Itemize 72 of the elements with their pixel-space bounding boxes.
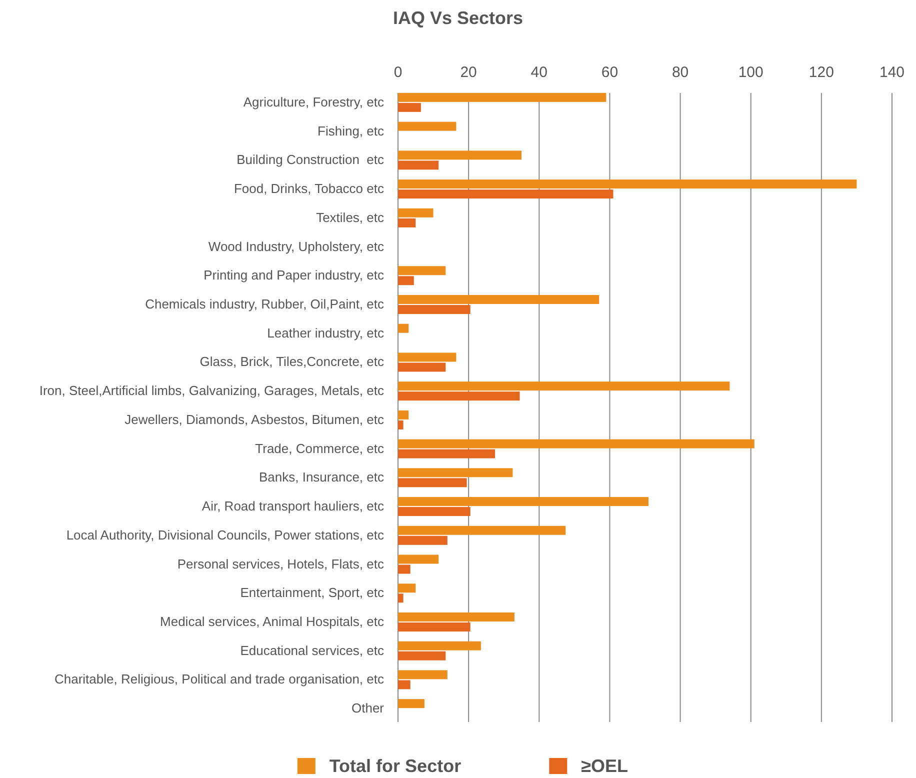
y-tick-label: Charitable, Religious, Political and trade organisation, etc [54,672,384,687]
y-tick-label: Wood Industry, Upholstery, etc [208,238,384,254]
bar [398,92,606,102]
y-tick-label: Building Construction etc [236,152,384,168]
bar [398,122,456,131]
y-tick-label: Fishing, etc [318,123,384,138]
bar [398,526,566,535]
bar [398,670,448,680]
bar [398,180,857,189]
bar [398,190,614,199]
y-tick-label: Agriculture, Forestry, etc [243,94,384,110]
bar [398,352,456,362]
y-tick-label: Medical services, Animal Hospitals, etc [160,614,384,629]
bar [398,612,514,622]
y-tick-label: Iron, Steel,Artificial limbs, Galvanizing, Garages, Metals, etc [39,383,384,398]
bar [398,699,424,708]
bar [398,304,470,314]
bar [398,276,414,286]
y-tick-label: Local Authority, Divisional Councils, Power stations, etc [66,527,384,542]
y-tick-label: Entertainment, Sport, etc [240,585,384,600]
x-tick-label: 40 [530,64,548,81]
bar [398,622,470,632]
y-tick-label: Food, Drinks, Tobacco etc [234,181,384,196]
bar [398,150,522,160]
y-tick-label: Chemicals industry, Rubber, Oil,Paint, etc [145,296,384,312]
bar [398,564,410,574]
x-tick-label: 120 [808,64,834,81]
y-tick-label: Educational services, etc [240,642,384,658]
bar [398,266,446,276]
y-tick-label: Textiles, etc [316,210,384,225]
x-tick-label: 20 [460,64,477,81]
y-tick-label: Air, Road transport hauliers, etc [202,498,384,514]
y-tick-label: Printing and Paper industry, etc [204,268,384,283]
x-tick-label: 60 [601,64,618,81]
y-tick-label: Personal services, Hotels, Flats, etc [177,556,384,572]
bar [398,160,439,170]
bar [398,382,730,391]
bar [398,468,513,478]
y-tick-label: Trade, Commerce, etc [255,440,384,456]
bar [398,218,416,228]
y-tick-label: Glass, Brick, Tiles,Concrete, etc [200,354,384,370]
bar [398,102,421,112]
bar [398,392,520,401]
bar [398,507,470,516]
bar [398,584,416,593]
bar [398,420,404,430]
bar [398,294,600,304]
bar [398,410,409,420]
y-tick-label: Banks, Insurance, etc [258,470,384,485]
bar [398,680,410,690]
legend-label: ≥OEL [581,756,628,776]
bar [398,641,481,650]
bar [398,594,404,603]
bar [398,324,409,333]
bar [398,497,649,506]
x-tick-label: 0 [394,64,402,81]
x-tick-label: 100 [738,64,764,81]
y-tick-label: Jewellers, Diamonds, Asbestos, Bitumen, etc [124,412,384,427]
bar [398,651,446,660]
bar [398,439,754,448]
y-tick-label: Other [351,700,385,716]
bar [398,449,496,458]
bar [398,478,467,488]
bar [398,362,446,372]
bar [398,208,434,218]
bar [398,554,439,564]
chart-title: IAQ Vs Sectors [392,8,524,28]
x-tick-label: 140 [879,64,905,81]
y-tick-label: Leather industry, etc [267,325,384,340]
bar [398,536,448,545]
legend-label: Total for Sector [329,756,462,776]
x-tick-label: 80 [672,64,689,81]
